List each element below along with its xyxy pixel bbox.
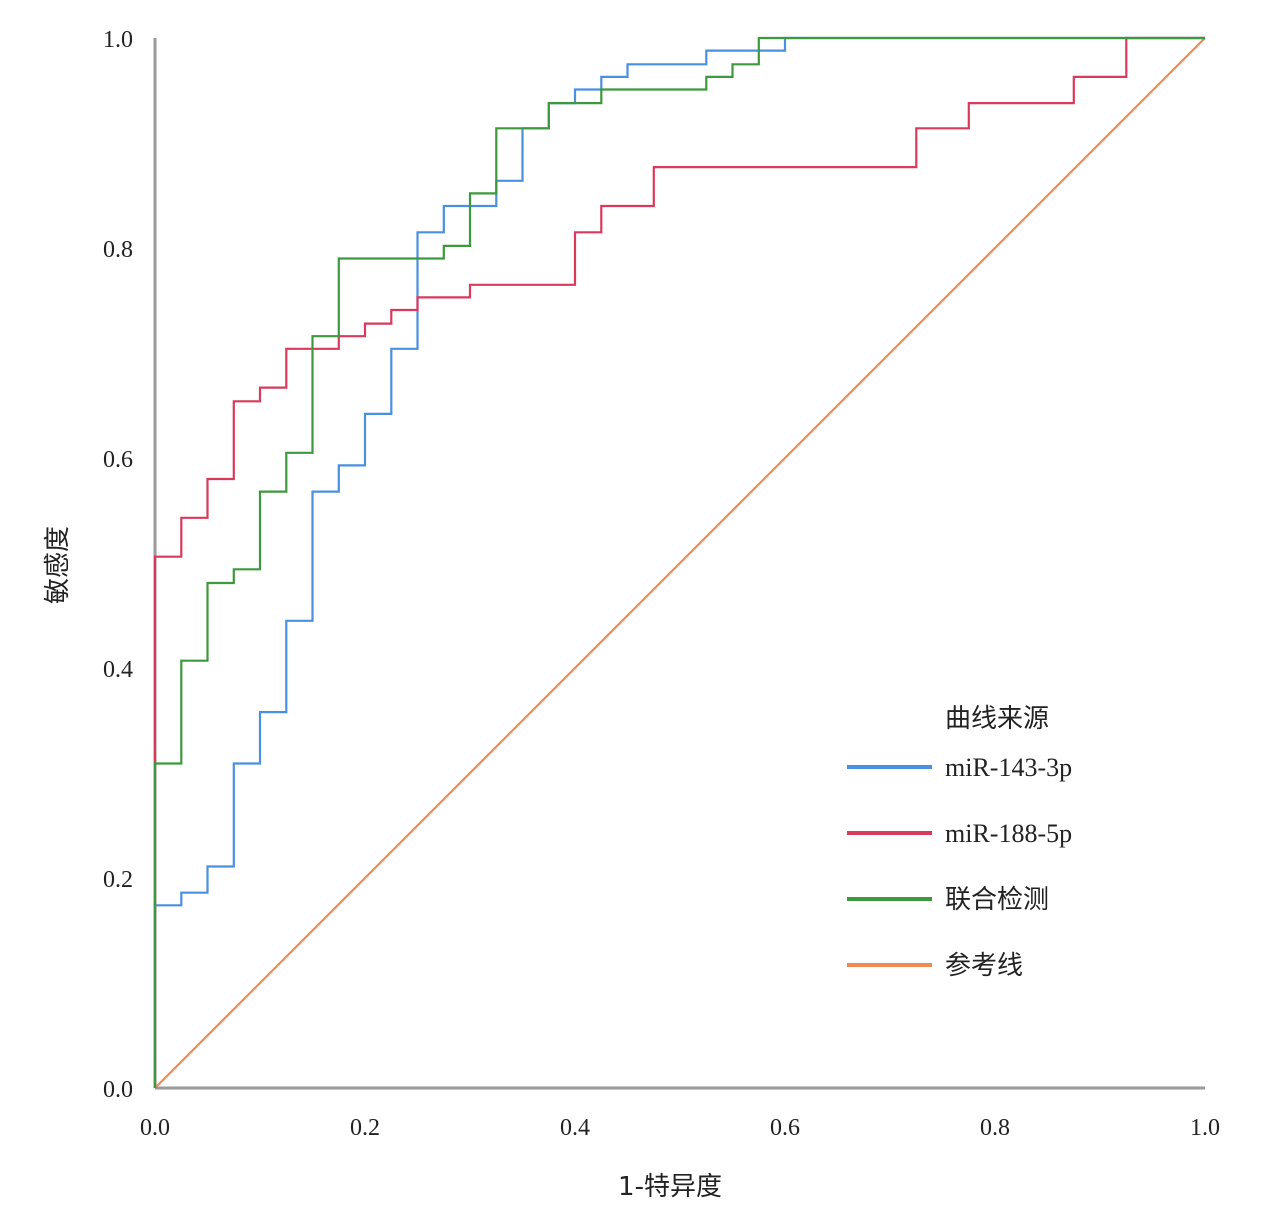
x-tick-label: 0.2 xyxy=(350,1115,380,1141)
series-line-mir143 xyxy=(153,36,1205,1088)
legend-label-mir143: miR-143-3p xyxy=(945,753,1072,782)
y-tick-label: 0.8 xyxy=(103,237,133,263)
x-tick-label: 0.8 xyxy=(980,1115,1010,1141)
y-tick-label: 0.6 xyxy=(103,447,133,473)
series-line-reference xyxy=(154,37,1206,1089)
series-line-combined xyxy=(153,36,1205,1088)
legend-label-reference: 参考线 xyxy=(945,951,1023,980)
y-tick-label: 0.4 xyxy=(103,657,133,683)
x-tick-label: 0.4 xyxy=(560,1115,590,1141)
x-tick-label: 1.0 xyxy=(1190,1115,1220,1141)
y-axis-title: 敏感度 xyxy=(43,526,73,604)
x-axis-title: 1-特异度 xyxy=(618,1172,722,1202)
y-tick-labels: 0.0 0.2 0.4 0.6 0.8 1.0 xyxy=(103,27,133,1103)
x-tick-label: 0.6 xyxy=(770,1115,800,1141)
y-tick-label: 1.0 xyxy=(103,27,133,53)
y-tick-label: 0.0 xyxy=(103,1077,133,1103)
series-lines xyxy=(153,36,1206,1089)
legend: 曲线来源 miR-143-3p miR-188-5p 联合检测 参考线 xyxy=(847,704,1072,980)
legend-label-mir188: miR-188-5p xyxy=(945,819,1072,848)
x-tick-label: 0.0 xyxy=(140,1115,170,1141)
y-tick-label: 0.2 xyxy=(103,867,133,893)
x-tick-labels: 0.0 0.2 0.4 0.6 0.8 1.0 xyxy=(140,1115,1220,1141)
legend-title: 曲线来源 xyxy=(945,704,1049,734)
series-line-mir188 xyxy=(153,36,1205,1088)
legend-label-combined: 联合检测 xyxy=(945,885,1049,914)
